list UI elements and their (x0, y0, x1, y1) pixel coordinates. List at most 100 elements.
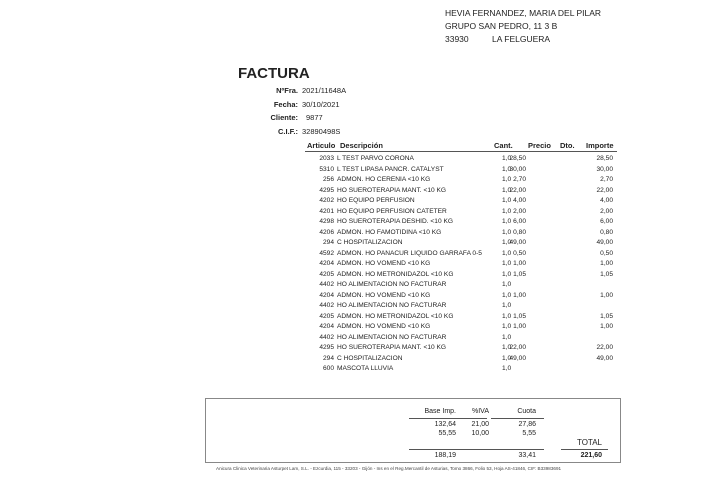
price: 0,50 (513, 249, 526, 257)
price: 28,50 (509, 155, 526, 162)
col-articulo: Articulo (307, 141, 336, 150)
base-header: Base Imp. (424, 408, 456, 415)
recipient-name: HEVIA FERNANDEZ, MARIA DEL PILAR (445, 8, 602, 18)
amount: 49,00 (596, 354, 613, 362)
quantity: 1,0 (502, 354, 512, 362)
invoice-title: FACTURA (238, 65, 310, 82)
table-row: 4204 ADMON. HO VOMEND <10 KG 1,0 1,00 1,… (300, 323, 620, 333)
article-code: 4402 (319, 333, 334, 341)
iva-line-1: 21,00 (471, 421, 489, 428)
description: MASCOTA LLUVIA (337, 365, 394, 372)
amount: 0,80 (600, 228, 613, 236)
cuota-line-1: 27,86 (518, 421, 536, 428)
description: ADMON. HO METRONIDAZOL <10 KG (337, 312, 454, 320)
cuota-line-2: 5,55 (522, 430, 536, 437)
description: HO ALIMENTACION NO FACTURAR (337, 302, 447, 309)
price: 49,00 (509, 239, 526, 246)
table-row: 5310 L TEST LIPASA PANCR. CATALYST 1,0 3… (300, 166, 620, 176)
description: HO SUEROTERAPIA MANT. <10 KG (337, 344, 447, 351)
article-code: 4295 (319, 186, 334, 194)
table-row: 2033 L TEST PARVO CORONA 1,0 28,50 28,50 (300, 155, 620, 165)
amount: 1,05 (600, 270, 613, 278)
iva-line-2: 10,00 (471, 430, 489, 437)
article-code: 4205 (319, 312, 334, 320)
article-code: 4295 (319, 344, 334, 351)
price: 22,00 (509, 344, 526, 351)
table-row: 600 MASCOTA LLUVIA 1,0 (300, 365, 620, 375)
sum-cuota: 33,41 (518, 452, 536, 459)
quantity: 1,0 (502, 207, 512, 215)
totals-box: Base Imp. %IVA Cuota 132,64 21,00 27,86 … (205, 398, 621, 463)
table-row: 4205 ADMON. HO METRONIDAZOL <10 KG 1,0 1… (300, 313, 620, 323)
amount: 2,00 (600, 207, 613, 215)
description: ADMON. HO VOMEND <10 KG (337, 291, 431, 299)
quantity: 1,0 (502, 218, 512, 225)
quantity: 1,0 (502, 365, 512, 372)
amount: 6,00 (600, 218, 613, 225)
amount: 1,00 (600, 323, 613, 330)
amount: 30,00 (596, 165, 613, 173)
price: 2,00 (513, 207, 526, 215)
price: 1,00 (513, 291, 526, 299)
field-label: NºFra. (276, 86, 298, 95)
col-cant: Cant. (494, 141, 513, 150)
description: HO EQUIPO PERFUSION (337, 197, 415, 204)
description: HO EQUIPO PERFUSION CATETER (337, 207, 447, 215)
amount: 28,50 (596, 155, 613, 162)
table-row: 4298 HO SUEROTERAPIA DESHID. <10 KG 1,0 … (300, 218, 620, 228)
article-code: 4201 (319, 207, 334, 215)
description: HO ALIMENTACION NO FACTURAR (337, 281, 447, 288)
description: HO SUEROTERAPIA MANT. <10 KG (337, 186, 447, 194)
article-code: 4204 (319, 260, 334, 267)
table-row: 4204 ADMON. HO VOMEND <10 KG 1,0 1,00 1,… (300, 292, 620, 302)
quantity: 1,0 (502, 176, 512, 183)
total-header: TOTAL (576, 438, 602, 447)
table-row: 4402 HO ALIMENTACION NO FACTURAR 1,0 (300, 302, 620, 312)
recipient-street: GRUPO SAN PEDRO, 11 3 B (445, 21, 558, 31)
quantity: 1,0 (502, 333, 512, 341)
col-precio: Precio (528, 141, 551, 150)
price: 0,80 (513, 228, 526, 236)
quantity: 1,0 (502, 312, 512, 320)
field-value: 32890498S (302, 126, 341, 136)
quantity: 1,0 (502, 239, 512, 246)
article-code: 4402 (319, 281, 334, 288)
article-code: 4204 (319, 323, 334, 330)
table-row: 294 C HOSPITALIZACION 1,0 49,00 49,00 (300, 239, 620, 249)
description: HO SUEROTERAPIA DESHID. <10 KG (337, 218, 453, 225)
description: C HOSPITALIZACION (337, 239, 403, 246)
table-row: 4295 HO SUEROTERAPIA MANT. <10 KG 1,0 22… (300, 187, 620, 197)
description: ADMON. HO CERENIA <10 KG (337, 176, 431, 183)
table-row: 4201 HO EQUIPO PERFUSION CATETER 1,0 2,0… (300, 208, 620, 218)
cuota-header: Cuota (517, 408, 536, 415)
amount: 4,00 (600, 197, 613, 204)
amount: 22,00 (596, 186, 613, 194)
iva-header: %IVA (472, 408, 489, 415)
field-label: C.I.F.: (278, 126, 298, 136)
base-line-1: 132,64 (434, 421, 456, 428)
header-divider (305, 151, 617, 152)
field-label: Fecha: (273, 99, 298, 109)
price: 1,05 (513, 270, 526, 278)
quantity: 1,0 (502, 344, 512, 351)
description: L TEST LIPASA PANCR. CATALYST (337, 165, 444, 173)
quantity: 1,0 (502, 323, 512, 330)
table-row: 4202 HO EQUIPO PERFUSION 1,0 4,00 4,00 (300, 197, 620, 207)
sum-base: 188,19 (434, 452, 456, 459)
price: 30,00 (509, 165, 526, 173)
price: 1,00 (513, 260, 526, 267)
price: 1,05 (513, 312, 526, 320)
amount: 1,00 (600, 291, 613, 299)
article-code: 4205 (319, 270, 334, 278)
col-dto: Dto. (560, 141, 575, 150)
article-code: 600 (322, 365, 334, 372)
table-row: 4592 ADMON. HO PANACUR LIQUIDO GARRAFA 0… (300, 250, 620, 260)
price: 1,00 (513, 323, 526, 330)
company-footer: Anicura Clinica Veterinaria Asturpet Lam… (216, 466, 562, 471)
field-label: Cliente: (270, 113, 298, 122)
price: 22,00 (509, 186, 526, 194)
quantity: 1,0 (502, 165, 512, 173)
table-row: 4295 HO SUEROTERAPIA MANT. <10 KG 1,0 22… (300, 344, 620, 354)
amount: 0,50 (600, 249, 613, 257)
table-row: 4402 HO ALIMENTACION NO FACTURAR 1,0 (300, 281, 620, 291)
